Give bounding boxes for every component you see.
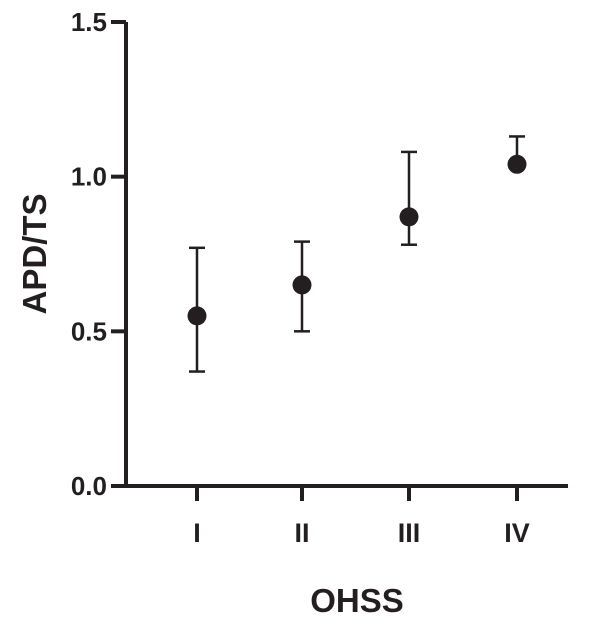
data-point-group	[507, 135, 527, 174]
data-point-group	[399, 150, 419, 246]
y-axis: 0.0 0.5 1.0 1.5	[71, 7, 128, 501]
data-point	[507, 154, 527, 174]
x-axis: I II III IV	[124, 484, 568, 548]
data-points	[187, 135, 527, 373]
x-tick-label: I	[193, 518, 201, 548]
data-point	[292, 275, 312, 295]
x-axis-title: OHSS	[310, 582, 404, 619]
x-tick-label: III	[398, 518, 421, 548]
y-tick-label: 0.0	[71, 471, 107, 501]
y-axis-title: APD/TS	[16, 193, 53, 314]
data-point	[187, 306, 207, 326]
y-tick-label: 0.5	[71, 316, 107, 346]
y-tick-label: 1.5	[71, 7, 107, 37]
x-tick-label: II	[294, 518, 309, 548]
y-tick-label: 1.0	[71, 162, 107, 192]
data-point-group	[187, 246, 207, 373]
data-point	[399, 207, 419, 227]
x-tick-label: IV	[504, 518, 530, 548]
data-point-group	[292, 240, 312, 333]
